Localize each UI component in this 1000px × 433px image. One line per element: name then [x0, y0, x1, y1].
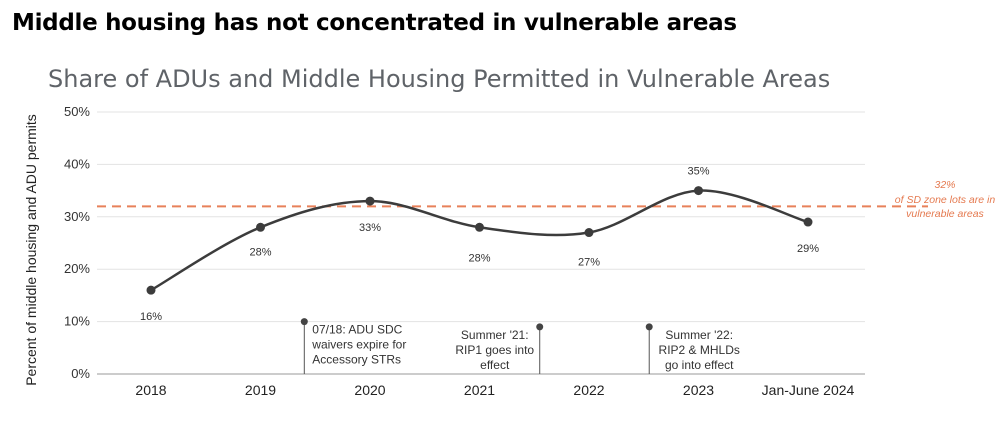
y-tick-label: 30%	[64, 209, 90, 224]
data-point	[256, 222, 265, 232]
data-label: 27%	[578, 257, 600, 269]
annotation-text: 07/18: ADU SDC	[312, 323, 402, 337]
annotation-text: RIP2 & MHLDs	[659, 343, 740, 357]
reference-value-label: 32%	[934, 179, 955, 191]
y-tick-label: 20%	[64, 261, 90, 276]
y-tick-label: 10%	[64, 314, 90, 329]
annotation-text: go into effect	[665, 358, 734, 372]
y-tick-labels: 0% 10% 20% 30% 40% 50%	[64, 104, 90, 381]
x-tick-label: Jan-June 2024	[762, 382, 855, 398]
x-tick-label: 2023	[683, 382, 714, 398]
annotation-marker	[645, 323, 653, 331]
annotation-text: Accessory STRs	[312, 353, 401, 367]
data-point	[365, 196, 375, 206]
y-tick-label: 40%	[64, 156, 90, 171]
data-point	[803, 217, 813, 227]
annotation-text: waivers expire for	[311, 338, 406, 352]
data-label: 35%	[687, 166, 709, 178]
annotation-text: Summer '22:	[665, 328, 733, 342]
series-line-group: 16% 28% 33% 28% 27% 35% 29%	[140, 166, 819, 324]
page-headline: Middle housing has not concentrated in v…	[12, 10, 737, 36]
annotation-marker	[300, 318, 308, 326]
x-tick-label: 2020	[354, 382, 385, 398]
reference-note-line: vulnerable areas	[906, 208, 984, 220]
x-tick-labels: 2018 2019 2020 2021 2022 2023 Jan-June 2024	[135, 382, 854, 398]
annotation-text: effect	[480, 358, 510, 372]
data-label: 16%	[140, 311, 162, 323]
data-label: 33%	[359, 222, 381, 234]
annotation-marker	[536, 323, 544, 331]
data-label: 29%	[797, 243, 819, 255]
x-tick-label: 2019	[245, 382, 276, 398]
data-label: 28%	[468, 252, 490, 264]
reference-note-line: of SD zone lots are in	[895, 194, 996, 206]
x-tick-label: 2018	[135, 382, 166, 398]
data-point	[694, 186, 703, 196]
x-tick-label: 2021	[464, 382, 495, 398]
data-point	[475, 222, 484, 232]
annotation-text: RIP1 goes into	[455, 343, 534, 357]
reference-line-group: 32% of SD zone lots are in vulnerable area…	[97, 179, 995, 220]
y-tick-label: 0%	[71, 366, 90, 381]
data-label: 28%	[249, 246, 271, 258]
y-tick-label: 50%	[64, 104, 90, 119]
chart-title: Share of ADUs and Middle Housing Permitt…	[48, 65, 830, 93]
data-point	[146, 285, 156, 295]
x-tick-label: 2022	[573, 382, 604, 398]
data-point	[584, 228, 594, 238]
y-axis-label: Percent of middle housing and ADU permit…	[23, 114, 39, 386]
annotation-text: Summer '21:	[461, 328, 529, 342]
gridlines	[97, 111, 865, 375]
